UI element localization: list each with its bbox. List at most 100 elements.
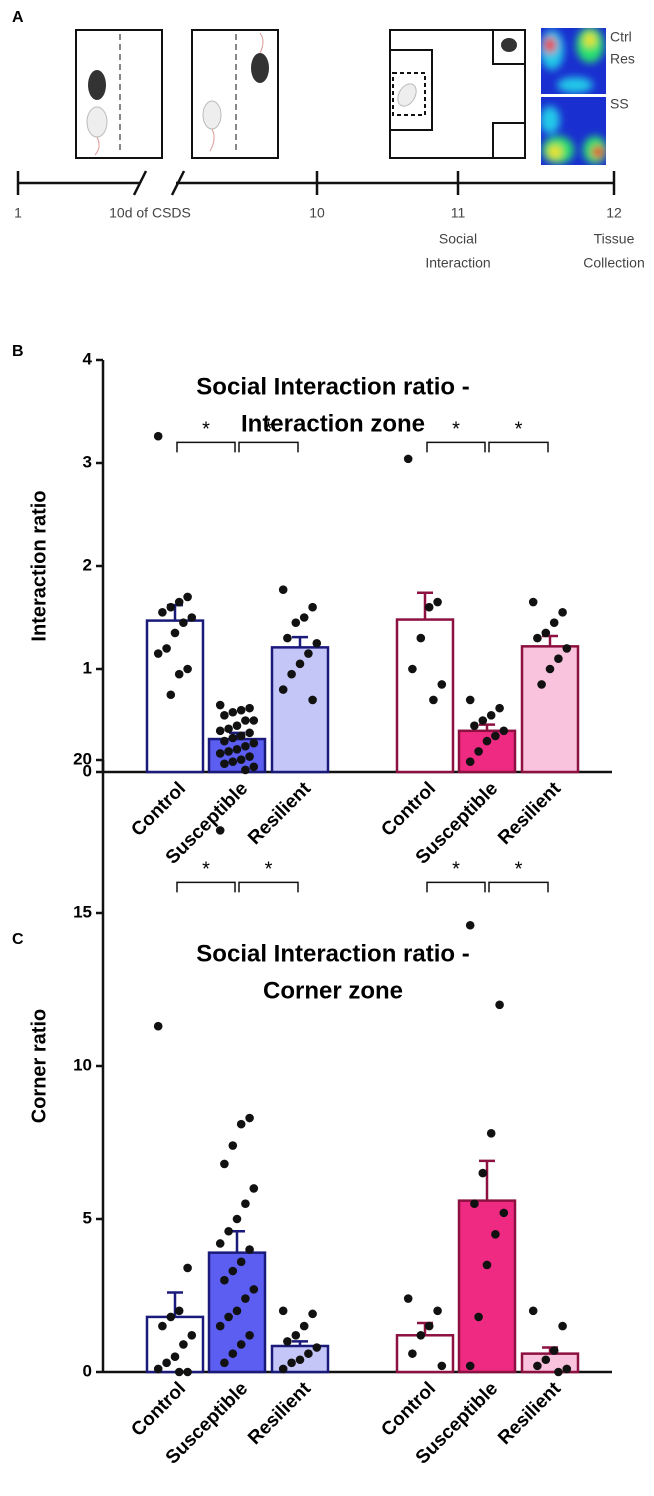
x-tick-label: Resilient bbox=[244, 778, 315, 849]
significance-bracket bbox=[176, 881, 236, 893]
data-point bbox=[465, 920, 475, 930]
data-point bbox=[183, 664, 192, 674]
error-bar bbox=[292, 635, 308, 648]
data-point bbox=[249, 762, 259, 772]
error-bar bbox=[417, 591, 433, 620]
data-point bbox=[304, 649, 313, 658]
significance-bracket bbox=[426, 881, 486, 893]
data-point bbox=[232, 721, 242, 730]
data-point bbox=[179, 1340, 188, 1349]
data-point bbox=[153, 431, 163, 441]
data-point bbox=[278, 1364, 288, 1374]
bar bbox=[457, 1199, 517, 1374]
significance-bracket bbox=[176, 441, 236, 453]
y-axis-label: Interaction ratio bbox=[28, 490, 50, 641]
data-point bbox=[220, 736, 229, 746]
data-point bbox=[470, 721, 479, 730]
data-point bbox=[241, 765, 250, 775]
significance-label: * bbox=[202, 859, 210, 881]
data-point bbox=[187, 1330, 197, 1340]
x-tick-label: Control bbox=[377, 1378, 440, 1441]
data-point bbox=[295, 659, 305, 669]
significance-label: * bbox=[452, 419, 460, 441]
data-point bbox=[215, 1321, 225, 1331]
data-point bbox=[166, 690, 176, 700]
significance-label: * bbox=[265, 419, 273, 441]
data-point bbox=[153, 649, 163, 658]
significance-label: * bbox=[265, 859, 273, 881]
data-point bbox=[232, 1214, 242, 1224]
bar bbox=[270, 646, 330, 774]
data-point bbox=[241, 1199, 250, 1208]
y-tick-label: 5 bbox=[83, 1208, 92, 1227]
data-point bbox=[295, 1355, 305, 1365]
data-point bbox=[158, 1321, 167, 1331]
data-point bbox=[162, 644, 171, 653]
data-point bbox=[491, 731, 500, 741]
data-point bbox=[236, 731, 246, 741]
data-point bbox=[304, 1349, 313, 1358]
timeline-day: 1 bbox=[14, 205, 22, 221]
data-point bbox=[278, 1306, 288, 1316]
data-point bbox=[486, 1129, 496, 1138]
x-tick-label: Control bbox=[127, 778, 190, 841]
data-point bbox=[278, 685, 288, 694]
data-point bbox=[241, 1294, 250, 1303]
data-point bbox=[232, 745, 242, 754]
data-point bbox=[562, 1364, 572, 1374]
data-point bbox=[249, 1285, 259, 1294]
y-tick-label: 0 bbox=[83, 1361, 92, 1380]
data-point bbox=[183, 1367, 192, 1377]
timeline-day: 11 bbox=[451, 205, 466, 221]
x-tick-label: Resilient bbox=[494, 1378, 565, 1449]
y-tick-label: 15 bbox=[73, 902, 92, 921]
y-tick-label: 20 bbox=[73, 749, 92, 768]
data-point bbox=[215, 826, 225, 835]
data-point bbox=[228, 1266, 238, 1276]
data-point bbox=[299, 613, 309, 622]
heatmap-label: Ctrl bbox=[610, 29, 632, 45]
bar bbox=[395, 618, 455, 774]
x-tick-label: Control bbox=[127, 1378, 190, 1441]
data-point bbox=[215, 726, 225, 736]
data-point bbox=[236, 705, 246, 715]
bar bbox=[145, 619, 205, 774]
x-tick-label: Control bbox=[377, 778, 440, 841]
data-point bbox=[308, 1309, 317, 1319]
data-point bbox=[541, 628, 551, 638]
data-point bbox=[174, 669, 184, 679]
y-tick-label: 2 bbox=[83, 555, 92, 574]
data-point bbox=[153, 1364, 163, 1374]
timeline-day: 12 bbox=[606, 205, 622, 221]
data-point bbox=[245, 703, 254, 713]
y-tick-label: 3 bbox=[83, 452, 92, 471]
data-point bbox=[228, 733, 238, 743]
data-point bbox=[291, 1330, 301, 1340]
significance-bracket bbox=[238, 441, 299, 453]
data-point bbox=[220, 1159, 229, 1169]
timeline bbox=[16, 170, 616, 196]
data-point bbox=[153, 1021, 163, 1031]
data-point bbox=[465, 695, 475, 705]
data-point bbox=[312, 638, 322, 648]
data-point bbox=[308, 602, 317, 612]
data-point bbox=[179, 618, 188, 627]
heatmap-label: SS bbox=[610, 96, 629, 112]
data-point bbox=[215, 700, 225, 710]
data-point bbox=[491, 1230, 500, 1239]
data-point bbox=[166, 1312, 176, 1322]
data-point bbox=[554, 1367, 563, 1377]
data-point bbox=[249, 1184, 259, 1193]
data-point bbox=[403, 1294, 413, 1303]
data-point bbox=[495, 703, 504, 713]
data-point bbox=[228, 1349, 238, 1358]
break-label: 10d of CSDS bbox=[109, 205, 191, 221]
data-point bbox=[224, 1312, 233, 1322]
chart-title: Social Interaction ratio - bbox=[196, 940, 469, 967]
data-point bbox=[215, 1239, 225, 1248]
data-point bbox=[465, 757, 475, 766]
data-point bbox=[416, 633, 426, 643]
data-point bbox=[486, 711, 496, 720]
data-point bbox=[283, 1337, 292, 1346]
